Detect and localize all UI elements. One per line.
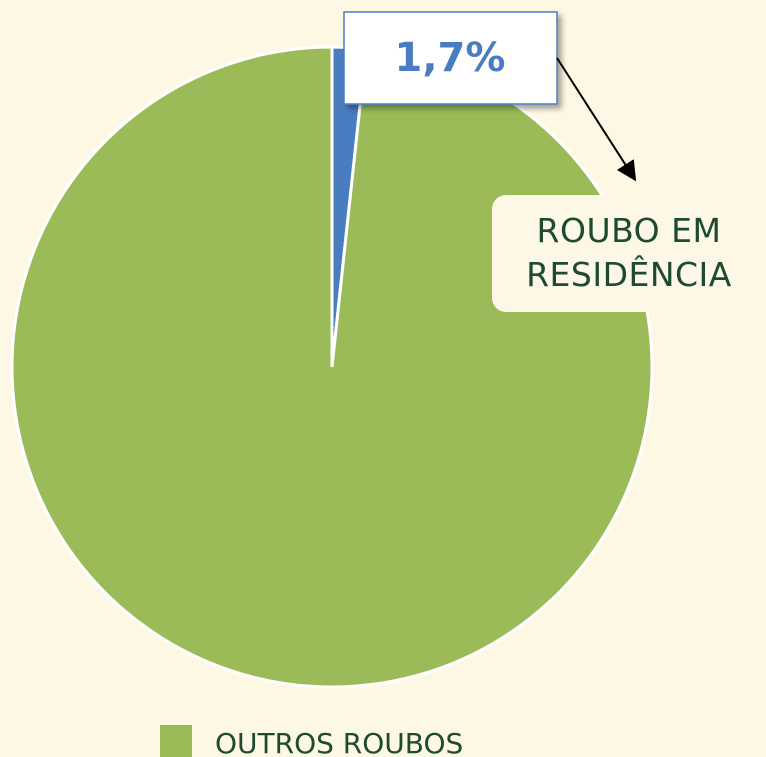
value-label-box	[343, 11, 558, 105]
legend-swatch	[160, 725, 192, 757]
value-label: 1,7%	[395, 35, 506, 81]
slice-label: ROUBO EM RESIDÊNCIA	[492, 195, 766, 312]
pie-slice	[10, 45, 654, 689]
callout-arrow	[556, 57, 637, 182]
legend-label: OUTROS ROUBOS	[215, 727, 463, 757]
